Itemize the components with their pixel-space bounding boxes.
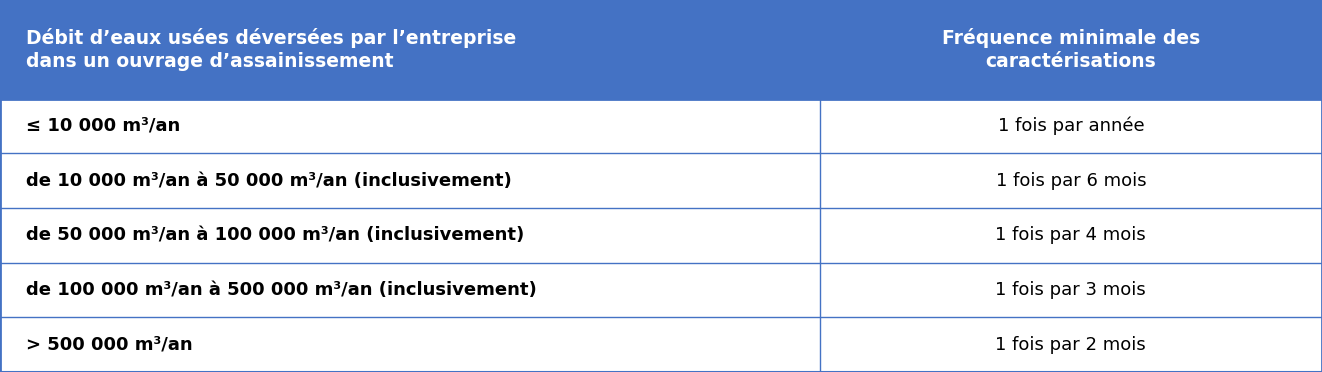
FancyBboxPatch shape: [820, 263, 1322, 317]
FancyBboxPatch shape: [0, 317, 820, 372]
FancyBboxPatch shape: [0, 263, 820, 317]
Text: Fréquence minimale des
caractérisations: Fréquence minimale des caractérisations: [941, 28, 1200, 71]
Text: Débit d’eaux usées déversées par l’entreprise
dans un ouvrage d’assainissement: Débit d’eaux usées déversées par l’entre…: [26, 28, 517, 71]
Text: ≤ 10 000 m³/an: ≤ 10 000 m³/an: [26, 117, 181, 135]
Text: de 100 000 m³/an à 500 000 m³/an (inclusivement): de 100 000 m³/an à 500 000 m³/an (inclus…: [26, 281, 537, 299]
FancyBboxPatch shape: [820, 0, 1322, 99]
Text: 1 fois par 2 mois: 1 fois par 2 mois: [995, 336, 1146, 354]
FancyBboxPatch shape: [820, 153, 1322, 208]
FancyBboxPatch shape: [0, 153, 820, 208]
Text: 1 fois par 3 mois: 1 fois par 3 mois: [995, 281, 1146, 299]
Text: de 50 000 m³/an à 100 000 m³/an (inclusivement): de 50 000 m³/an à 100 000 m³/an (inclusi…: [26, 226, 525, 244]
Text: 1 fois par 4 mois: 1 fois par 4 mois: [995, 226, 1146, 244]
Text: 1 fois par 6 mois: 1 fois par 6 mois: [995, 171, 1146, 190]
FancyBboxPatch shape: [820, 208, 1322, 263]
FancyBboxPatch shape: [0, 0, 820, 99]
Text: de 10 000 m³/an à 50 000 m³/an (inclusivement): de 10 000 m³/an à 50 000 m³/an (inclusiv…: [26, 171, 512, 190]
FancyBboxPatch shape: [820, 317, 1322, 372]
Text: 1 fois par année: 1 fois par année: [998, 117, 1144, 135]
FancyBboxPatch shape: [0, 99, 820, 153]
Text: > 500 000 m³/an: > 500 000 m³/an: [26, 336, 193, 354]
FancyBboxPatch shape: [0, 208, 820, 263]
FancyBboxPatch shape: [820, 99, 1322, 153]
